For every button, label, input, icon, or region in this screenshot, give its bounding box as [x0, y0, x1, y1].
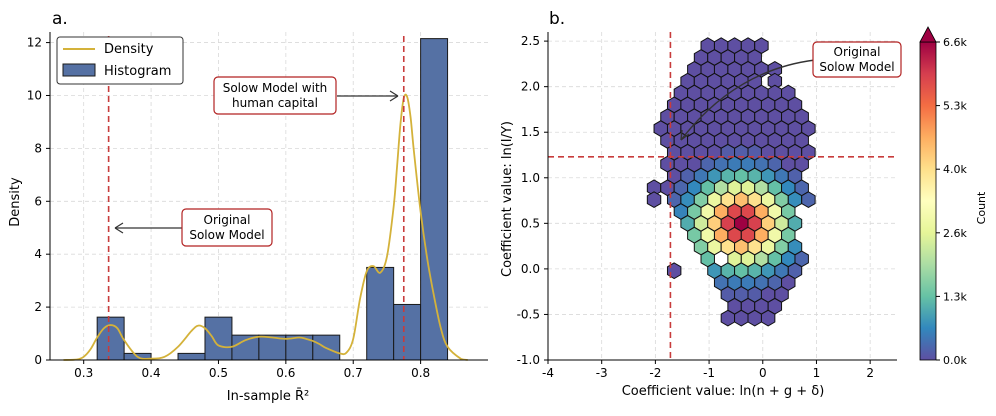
colorbar-tick-label: 5.3k — [943, 100, 967, 113]
hexbin-cell — [646, 191, 662, 209]
colorbar-tick-label: 6.6k — [943, 36, 967, 49]
legend-histogram-swatch — [62, 63, 96, 77]
x-tick-label: 2 — [866, 366, 874, 380]
y-tick-label: -0.5 — [517, 307, 540, 321]
y-tick-label: 1.5 — [521, 125, 540, 139]
colorbar-tick-label: 4.0k — [943, 163, 967, 176]
y-tick-label: 0.5 — [521, 216, 540, 230]
y-tick-label: 0.0 — [521, 262, 540, 276]
x-tick-label: 0.7 — [344, 366, 363, 380]
hexbin-cell — [666, 262, 682, 280]
histogram-bar — [420, 38, 449, 361]
annotation-line-2: human capital — [232, 96, 318, 110]
y-tick-label: 10 — [27, 88, 42, 102]
annotation-arrowhead — [680, 129, 690, 141]
panel-b-xlabel: Coefficient value: ln(n + g + δ) — [622, 384, 825, 399]
panel-b-label: b. — [549, 9, 565, 29]
colorbar-tick-label: 1.3k — [943, 290, 967, 303]
panel-a-label: a. — [52, 9, 68, 29]
y-tick-label: 0 — [34, 353, 42, 367]
histogram-bar — [177, 352, 206, 361]
x-tick-label: 0.5 — [209, 366, 228, 380]
y-tick-label: 6 — [34, 194, 42, 208]
colorbar-tick-label: 2.6k — [943, 227, 967, 240]
panel-a-tick-labels: 0.3 0.4 0.5 0.6 0.7 0.8 0 2 4 6 8 10 12 — [27, 36, 430, 380]
x-tick-label: 0.4 — [142, 366, 161, 380]
annotation-original-solow-a: Original Solow Model — [114, 208, 273, 247]
legend-density-label: Density — [104, 42, 154, 57]
hexbin-cell — [801, 191, 816, 209]
y-tick-label: 2 — [34, 300, 42, 314]
annotation-arrowhead — [114, 222, 124, 234]
panel-b-ylabel: Coefficient value: ln(I/Y) — [500, 121, 515, 277]
x-tick-label: 0 — [759, 366, 767, 380]
panel-a-ylabel: Density — [8, 177, 23, 227]
x-tick-label: 0.6 — [276, 366, 295, 380]
y-tick-label: 1.0 — [521, 171, 540, 185]
annotation-line-1: Original — [834, 45, 881, 59]
annotation-arrow — [680, 59, 816, 141]
colorbar-extend-triangle — [919, 26, 937, 43]
y-tick-label: 12 — [27, 36, 42, 50]
colorbar-label: Count — [975, 191, 988, 224]
annotation-line-1: Solow Model with — [223, 81, 328, 95]
histogram-bar — [231, 334, 260, 361]
x-tick-label: 1 — [813, 366, 821, 380]
colorbar-gradient — [919, 41, 937, 361]
annotation-line-2: Solow Model — [189, 228, 264, 242]
histogram-bar — [366, 266, 395, 361]
hexbin-cell — [720, 309, 736, 327]
y-tick-label: 8 — [34, 141, 42, 155]
colorbar-ticks: 0.0k 1.3k 2.6k 4.0k 5.3k 6.6k — [936, 36, 967, 367]
x-tick-label: -3 — [596, 366, 608, 380]
panel-a-axes — [46, 32, 488, 364]
annotation-arrowhead — [389, 90, 399, 102]
x-tick-label: 0.3 — [74, 366, 93, 380]
y-tick-label: 2.0 — [521, 80, 540, 94]
histogram-bar — [204, 316, 233, 361]
density-curve — [63, 93, 468, 361]
y-tick-label: 2.5 — [521, 34, 540, 48]
panel-b: b. -4 -3 -2 -1 0 1 2 -1.0 -0.5 0.0 0.5 1.0 1.5 2.0 2.5… — [500, 9, 988, 399]
colorbar: 0.0k 1.3k 2.6k 4.0k 5.3k 6.6k Count — [919, 26, 988, 367]
x-tick-label: -2 — [649, 366, 661, 380]
panel-a-reference-lines — [107, 36, 405, 360]
panel-a-legend: Density Histogram — [56, 36, 184, 85]
annotation-line-2: Solow Model — [819, 60, 894, 74]
annotation-original-solow-b: Original Solow Model — [680, 41, 902, 141]
panel-b-reference-lines — [548, 32, 897, 360]
y-tick-label: -1.0 — [517, 353, 540, 367]
hexbin-cell — [760, 309, 776, 327]
panel-b-axes — [544, 32, 897, 364]
legend-histogram-label: Histogram — [104, 64, 171, 79]
annotation-human-capital: Solow Model with human capital — [213, 76, 399, 115]
panel-a: a. 0.3 0.4 0.5 0.6 0.7 0.8 0 2 4 6 8 10 12 In-sample… — [8, 9, 488, 404]
hexbin-cell — [747, 309, 762, 327]
histogram-bar — [96, 316, 125, 361]
colorbar-tick-label: 0.0k — [943, 354, 967, 367]
y-tick-label: 4 — [34, 247, 42, 261]
x-tick-label: 0.8 — [411, 366, 430, 380]
annotation-line-1: Original — [204, 213, 251, 227]
panel-a-xlabel: In-sample R̄² — [227, 389, 309, 404]
hexbin-cell — [734, 309, 749, 327]
x-tick-label: -4 — [542, 366, 554, 380]
panel-b-tick-labels: -4 -3 -2 -1 0 1 2 -1.0 -0.5 0.0 0.5 1.0 1.5 2.0 2.5 — [517, 34, 874, 380]
histogram-bar — [393, 303, 422, 361]
hexbin-cells — [646, 37, 816, 327]
x-tick-label: -1 — [703, 366, 715, 380]
